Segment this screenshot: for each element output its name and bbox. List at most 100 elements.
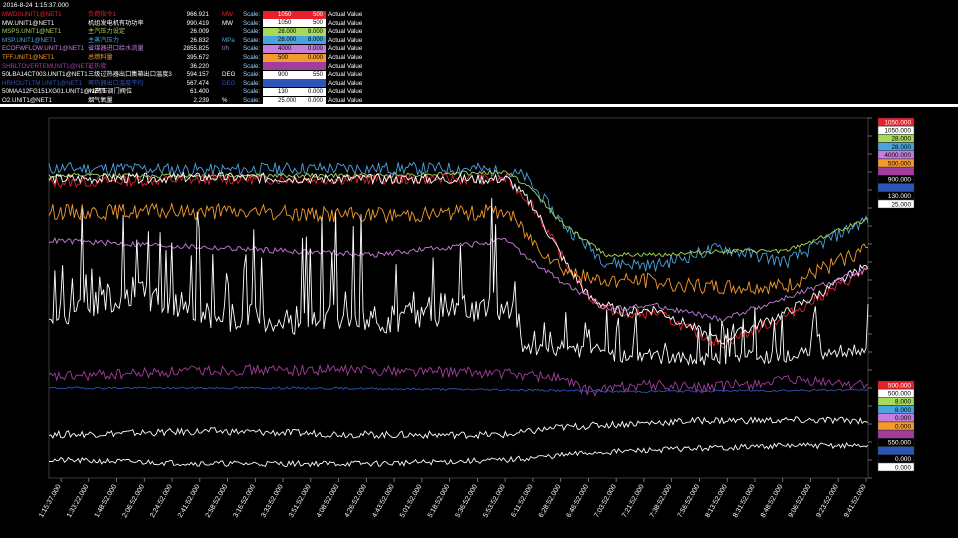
legend-row[interactable]: MW.UNIT1@NET1 机组发电机有功功率 990.419 MW Scale: 105… — [0, 19, 958, 28]
series-line — [48, 201, 869, 296]
scale-label: Scale: — [243, 11, 261, 18]
legend-description: #1高压调门阀位 — [88, 88, 133, 96]
scale-label: Scale: — [243, 62, 261, 70]
legend-row[interactable]: SHBLTOVERTEMUNIT1@NET1 过热度 36.220 Scale: Act… — [0, 62, 958, 71]
scale-box[interactable]: 900 550 — [263, 70, 326, 79]
scale-label: Scale: — [243, 36, 261, 44]
actual-value-label: Actual Value — [328, 71, 363, 79]
legend-row[interactable]: ECOFWFLOW.UNIT1@NET1 省煤器进口给水流量 2855.825 t/h… — [0, 44, 958, 53]
scale-max: 1050 — [278, 20, 292, 27]
scale-max: 4000 — [278, 45, 292, 52]
scale-top-value: 500.000 — [888, 160, 912, 167]
actual-value-label: Actual Value — [328, 28, 363, 36]
legend-value: 567.474 — [186, 79, 209, 87]
scale-label: Scale: — [243, 28, 261, 36]
legend-value: 990.419 — [186, 19, 209, 27]
x-tick-label: 5:53:52.000 — [482, 483, 507, 519]
scale-bottom-value: 8.000 — [895, 407, 911, 414]
legend-unit: DEG — [222, 79, 236, 87]
x-tick-label: 1:33:22.000 — [66, 483, 91, 519]
scale-top-box — [877, 117, 915, 127]
actual-value-label: Actual Value — [328, 19, 363, 27]
x-axis-labels: 1:15:37.000 1:33:22.000 1:48:52.000 2:06:52… — [38, 478, 868, 519]
scale-min: 0.000 — [307, 54, 323, 61]
scale-bottom-box — [877, 380, 915, 390]
scale-box[interactable]: 1050 500 — [263, 10, 326, 19]
scale-top-value: 130.000 — [888, 193, 912, 200]
scale-box[interactable]: 130 0.000 — [263, 87, 326, 96]
legend-description: 再热器出口温度平均 — [88, 79, 144, 87]
chart-grid — [48, 117, 872, 479]
actual-value-label: Actual Value — [328, 62, 363, 70]
scale-bottom-box — [877, 462, 915, 472]
scale-top-value: 4000.000 — [884, 152, 911, 159]
legend-row[interactable]: HRHOUTLTM.UNIT1@NET1 再热器出口温度平均 567.474 DEG S… — [0, 79, 958, 88]
scale-min: 500 — [312, 20, 323, 27]
scale-min: 8.000 — [307, 28, 323, 35]
scale-max: 130 — [278, 88, 289, 95]
x-tick-label: 5:18:52.000 — [427, 483, 452, 519]
series-line — [48, 416, 869, 440]
x-tick-label: 6:11:52.000 — [510, 483, 534, 518]
legend-description: 主蒸汽压力 — [88, 36, 119, 44]
actual-value-label: Actual Value — [328, 36, 363, 44]
scale-top-value: 28.000 — [891, 136, 911, 143]
scale-bottom-box — [877, 446, 915, 455]
legend-unit: % — [222, 97, 228, 104]
scale-max: 25.000 — [278, 97, 297, 104]
scale-top-value: 1050.000 — [884, 119, 911, 126]
legend-unit: t/h — [222, 45, 229, 53]
legend-row[interactable]: MSPS.UNIT1@NET1 主汽压力设定 26.009 Scale: 28.000 8… — [0, 27, 958, 36]
trend-chart[interactable]: 1050.0001050.00028.00028.0004000.000500.… — [0, 107, 958, 538]
legend-tag: HRHOUTLTM.UNIT1@NET1 — [2, 79, 83, 87]
legend-row[interactable]: MSP.UNIT1@NET1 主蒸汽压力 26.832 MPa Scale: 28.000… — [0, 36, 958, 45]
series-line — [48, 236, 869, 323]
x-tick-label: 2:58:52.000 — [205, 483, 230, 519]
legend-row[interactable]: O2.UNIT1@NET1 烟气氧量 2.239% Scale: 25.000 0.000… — [0, 96, 958, 105]
actual-value-label: Actual Value — [328, 45, 363, 53]
scale-box[interactable]: 28.000 8.000 — [263, 27, 326, 36]
scale-min: 0.000 — [307, 97, 323, 104]
legend-tag: MW.UNIT1@NET1 — [2, 19, 55, 27]
scale-bottom-value: 500.000 — [888, 382, 912, 389]
x-tick-label: 3:51:52.000 — [288, 483, 313, 519]
scale-top-box — [877, 183, 915, 192]
x-tick-label: 7:21:52.000 — [621, 483, 646, 519]
series-line — [48, 197, 869, 367]
actual-value-label: Actual Value — [328, 97, 363, 104]
x-tick-label: 2:06:52.000 — [121, 483, 146, 519]
scale-bottom-value: 0.000 — [895, 423, 911, 430]
x-tick-label: 9:41:52.000 — [843, 483, 868, 519]
scale-top-box — [877, 175, 915, 184]
scale-box[interactable]: 4000 0.000 — [263, 44, 326, 53]
scale-box[interactable]: 500 0.000 — [263, 53, 326, 62]
right-scale: 1050.0001050.00028.00028.0004000.000500.… — [877, 117, 915, 472]
scale-box[interactable]: 28.000 8.000 — [263, 36, 326, 45]
legend-value: 2855.825 — [183, 45, 209, 53]
scale-max: 28.000 — [278, 37, 297, 44]
legend-row[interactable]: 50LBA14CT003.UNIT1@NET1 三级过热器出口集箱出口温度3 594… — [0, 70, 958, 79]
legend-tag: O2.UNIT1@NET1 — [2, 97, 52, 104]
scale-box[interactable] — [263, 79, 326, 88]
scale-bottom-box — [877, 454, 915, 463]
legend-description: 主汽压力设定 — [88, 28, 126, 36]
legend-value: 61.400 — [190, 88, 209, 96]
scale-min: 0.000 — [307, 45, 323, 52]
scale-box[interactable]: 25.000 0.000 — [263, 96, 326, 105]
scale-box[interactable]: 1050 500 — [263, 19, 326, 28]
legend-row[interactable]: MWDSUNIT1@NET1 负荷指令1 966.921 MW Scale: 1050 50… — [0, 10, 958, 19]
legend-row[interactable]: 50MAA12FG151XG01.UNIT1@NET1 #1高压调门阀位 61.40… — [0, 87, 958, 96]
legend-row[interactable]: TFF.UNIT1@NET1 总燃料量 395.672 Scale: 500 0.000 A… — [0, 53, 958, 62]
legend-description: 过热度 — [88, 62, 107, 70]
scale-label: Scale: — [243, 79, 261, 87]
x-tick-label: 6:46:52.000 — [566, 483, 591, 519]
legend-unit: DEG — [222, 71, 236, 79]
series-line — [48, 161, 869, 272]
legend-tag: MSP.UNIT1@NET1 — [2, 36, 57, 44]
scale-top-box — [877, 134, 915, 143]
scale-bottom-value: 550.000 — [888, 440, 912, 447]
x-tick-label: 4:26:52.000 — [344, 483, 369, 519]
scale-box[interactable] — [263, 62, 326, 71]
scale-label: Scale: — [243, 88, 261, 96]
legend-value: 966.921 — [186, 11, 209, 18]
